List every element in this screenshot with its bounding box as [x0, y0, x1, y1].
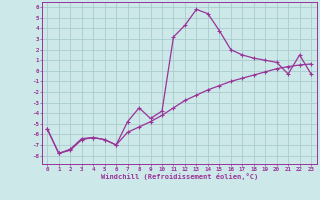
X-axis label: Windchill (Refroidissement éolien,°C): Windchill (Refroidissement éolien,°C) [100, 173, 258, 180]
